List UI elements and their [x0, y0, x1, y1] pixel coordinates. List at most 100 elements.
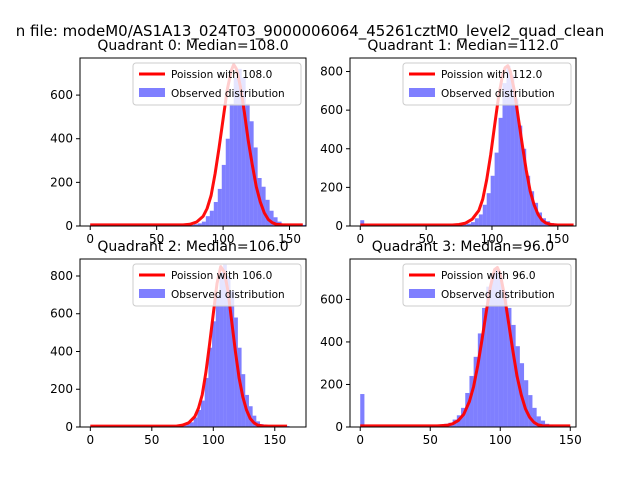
histogram-bar	[461, 407, 466, 427]
histogram-bar	[233, 77, 238, 226]
histogram-bar	[193, 224, 198, 226]
histogram-bar	[241, 77, 246, 226]
y-tick-label: 200	[50, 382, 73, 396]
plot-area	[360, 266, 571, 427]
histogram-bar	[540, 420, 546, 427]
legend-label: Observed distribution	[441, 289, 555, 301]
axes-frame	[349, 258, 577, 428]
histogram-bar	[478, 214, 483, 226]
x-tick-label: 100	[481, 232, 504, 246]
legend-box	[402, 62, 572, 106]
histogram-bar	[261, 186, 266, 226]
histogram-bar	[213, 202, 218, 226]
legend-hist-swatch	[139, 289, 165, 298]
y-tick-label: 400	[320, 142, 343, 156]
legend: Poission with 106.0 Observed distribution	[132, 263, 302, 307]
legend-label: Poission with 112.0	[441, 69, 542, 81]
axes-frame	[79, 57, 307, 227]
x-tick-label: 100	[202, 433, 225, 447]
histogram-bar	[532, 407, 537, 427]
histogram-bar	[498, 117, 503, 226]
histogram-bar	[490, 273, 495, 427]
histogram-bar	[223, 264, 227, 427]
histogram-bar	[486, 286, 491, 427]
x-tick-label: 150	[263, 433, 286, 447]
histogram-bar	[212, 321, 216, 427]
legend-box	[402, 263, 572, 307]
histogram-bar	[494, 152, 499, 226]
histogram-bar	[234, 317, 238, 427]
histogram-bar	[201, 221, 206, 226]
histogram-bar	[528, 395, 533, 427]
histogram-bar	[229, 103, 234, 226]
histogram-bar	[514, 98, 519, 226]
subplot-3: 0 50 100 150 0 200 400 600 Quadrant 3: Median=96…	[320, 239, 582, 447]
histogram-bar	[208, 347, 213, 427]
y-tick-label: 400	[320, 335, 343, 349]
y-tick-label: 0	[335, 219, 343, 233]
x-tick-label: 0	[356, 232, 364, 246]
histogram-bar	[530, 191, 535, 226]
x-tick-label: 150	[278, 232, 301, 246]
histogram-bar	[269, 210, 274, 226]
histogram-bar	[534, 202, 539, 226]
histogram-bar	[477, 333, 483, 427]
legend-label: Poission with 106.0	[171, 270, 272, 282]
y-tick-label: 600	[50, 88, 73, 102]
x-tick-label: 0	[87, 433, 95, 447]
histogram-bar	[221, 164, 226, 226]
histogram-bar	[301, 224, 306, 226]
y-tick-label: 0	[335, 420, 343, 434]
subplot-2: 0 50 100 150 0 200 400 600 800 Quadrant 2: Median…	[50, 239, 307, 447]
x-tick-label: 0	[86, 232, 94, 246]
histogram-bar	[536, 416, 541, 427]
x-tick-label: 50	[149, 232, 164, 246]
histogram-bar	[507, 307, 512, 427]
x-tick-label: 50	[423, 433, 438, 447]
histogram-bar	[494, 269, 499, 427]
histogram-bar	[215, 294, 220, 427]
histogram-bar	[226, 275, 231, 427]
histogram-bar	[482, 204, 487, 226]
histogram-bar	[265, 199, 270, 226]
histogram-bar	[463, 224, 467, 226]
histogram-bar	[186, 424, 190, 427]
histogram-bar	[524, 380, 529, 427]
y-tick-label: 0	[65, 219, 73, 233]
histogram-bar	[522, 148, 527, 226]
legend-label: Observed distribution	[171, 289, 285, 301]
histogram-bar	[510, 75, 515, 226]
histogram-bar	[490, 175, 495, 226]
histogram-bar	[469, 375, 474, 427]
histogram-bar	[526, 175, 531, 226]
histogram-bar	[217, 188, 222, 226]
histogram-bar	[465, 392, 470, 427]
y-tick-label: 400	[50, 132, 73, 146]
figure-suptitle: n file: modeM0/AS1A13_024T03_9000006064_…	[16, 22, 605, 41]
legend-hist-swatch	[139, 88, 165, 97]
subplot-0: 0 50 100 150 0 200 400 600 Quadrant 0: Median=10…	[50, 38, 307, 246]
subplot-title: Quadrant 3: Median=96.0	[372, 239, 554, 255]
histogram-bar	[245, 103, 250, 226]
histogram-bar	[518, 125, 523, 226]
legend-hist-swatch	[409, 88, 435, 97]
histogram-bar	[237, 68, 242, 226]
histogram-bar	[219, 272, 224, 427]
histogram-bar	[498, 278, 504, 427]
histogram-bar	[466, 223, 471, 226]
subplot-title: Quadrant 0: Median=108.0	[97, 38, 288, 54]
legend-label: Observed distribution	[171, 88, 285, 100]
histogram-bar	[506, 65, 511, 226]
axes-frame	[349, 57, 577, 227]
histogram-bar	[204, 377, 209, 427]
y-tick-label: 0	[65, 420, 73, 434]
histogram-bar	[200, 400, 205, 427]
y-tick-label: 200	[320, 377, 343, 391]
histogram-bar	[360, 394, 365, 427]
y-tick-label: 200	[320, 180, 343, 194]
histogram-bar	[197, 223, 202, 226]
histogram-bar	[273, 217, 278, 226]
histogram-bar	[503, 290, 508, 427]
histogram-bar	[486, 193, 491, 226]
